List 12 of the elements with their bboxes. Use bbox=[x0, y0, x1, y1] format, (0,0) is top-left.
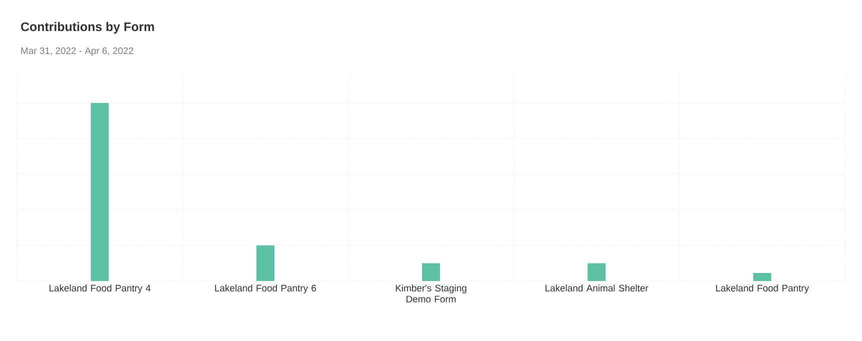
bar bbox=[256, 245, 274, 281]
x-tick-label: Lakeland Animal Shelter bbox=[546, 284, 648, 292]
x-tick-label: Lakeland Food Pantry 4 bbox=[50, 284, 151, 294]
chart-title: Contributions by Form bbox=[21, 22, 154, 34]
x-tick-label: Kimber's Staging Demo Form bbox=[396, 284, 466, 302]
x-tick-label: Lakeland Food Pantry bbox=[716, 284, 810, 294]
bar bbox=[588, 263, 606, 281]
x-tick-label: Lakeland Food Pantry 6 bbox=[215, 284, 316, 294]
bar bbox=[90, 102, 109, 281]
bar bbox=[753, 272, 772, 281]
chart-subtitle: Mar 31, 2022 - Apr 6, 2022 bbox=[21, 47, 134, 56]
bar bbox=[422, 263, 440, 281]
